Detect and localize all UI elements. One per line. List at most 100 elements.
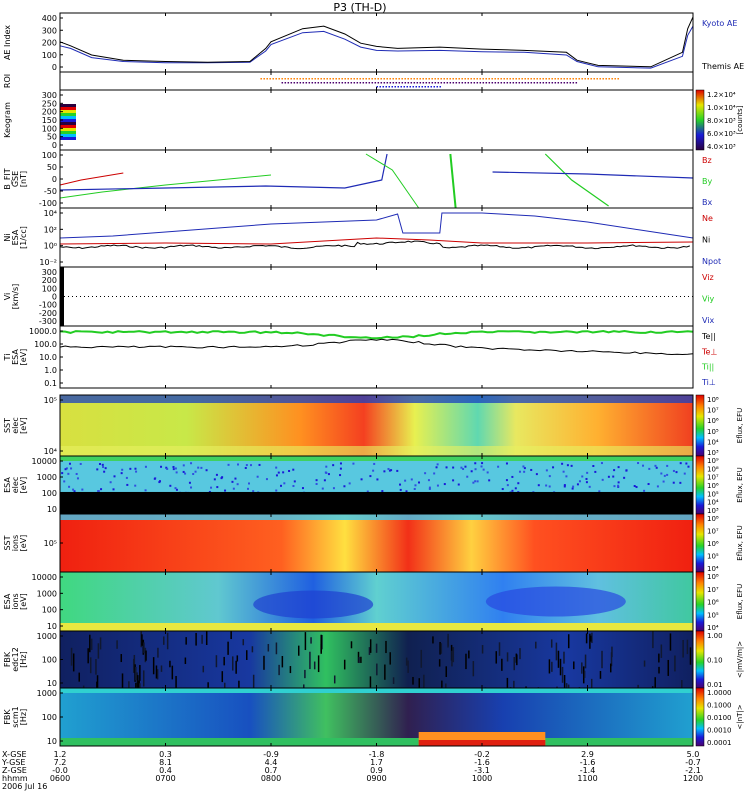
- esa-elec-speckle: [565, 475, 568, 478]
- fbk-edc-streak: [142, 670, 145, 687]
- roi-mark: [296, 78, 298, 80]
- roi-mark: [350, 78, 352, 80]
- x-tick-label: 0.9: [370, 766, 383, 775]
- sst-ions-spectrogram: [60, 514, 693, 572]
- y-axis-label: [eV]: [19, 417, 28, 434]
- y-tick-label: 1000: [37, 632, 57, 641]
- roi-mark: [424, 86, 426, 88]
- roi-mark: [509, 82, 512, 84]
- y-tick-label: 10⁵: [44, 396, 57, 405]
- esa-elec-speckle: [675, 471, 678, 474]
- x-tick-label: 0600: [50, 774, 70, 783]
- fbk-edc-streak: [601, 650, 603, 669]
- fbk-edc-streak: [420, 649, 423, 668]
- x-axis-row-label: hhmm: [2, 774, 28, 783]
- esa-elec-speckle: [607, 475, 610, 478]
- roi-mark: [470, 78, 472, 80]
- roi-mark: [335, 78, 337, 80]
- esa-elec-speckle: [570, 464, 573, 467]
- roi-mark: [338, 82, 341, 84]
- fbk-edc-streak: [550, 639, 553, 648]
- y-tick-label: 0: [52, 175, 57, 184]
- fbk-edc-streak: [652, 631, 654, 649]
- y-axis-label: [eV]: [19, 535, 28, 552]
- roi-mark: [515, 82, 518, 84]
- esa-elec-speckle: [275, 474, 278, 477]
- esa-elec-speckle: [685, 462, 688, 465]
- fbk-edc-streak: [405, 657, 408, 666]
- fbk-edc-streak: [452, 647, 455, 663]
- colorbar-tick-label: 4.0×10³: [707, 143, 736, 151]
- esa-elec-speckle: [339, 462, 342, 465]
- roi-mark: [371, 78, 373, 80]
- roi-mark: [386, 78, 388, 80]
- fbk-scm-spectrogram: [60, 688, 693, 746]
- roi-mark: [602, 78, 604, 80]
- esa-elec-speckle: [246, 487, 249, 490]
- x-tick-label: 8.1: [159, 758, 172, 767]
- esa-elec-speckle: [505, 462, 508, 465]
- fbk-edc-streak: [557, 650, 560, 668]
- fbk-edc-streak: [583, 670, 586, 678]
- esa-elec-speckle: [418, 481, 421, 484]
- roi-mark: [293, 82, 296, 84]
- y-tick-label: 150: [42, 116, 57, 125]
- fbk-edc-streak: [654, 677, 656, 693]
- roi-mark: [479, 78, 481, 80]
- roi-mark: [380, 82, 383, 84]
- esa-elec-speckle: [327, 473, 330, 476]
- ae-series-line: [59, 25, 694, 69]
- esa-elec-speckle: [67, 472, 70, 475]
- roi-mark: [305, 78, 307, 80]
- roi-mark: [394, 86, 396, 88]
- fbk-edc-streak: [686, 639, 689, 655]
- fbk-edc-streak: [506, 677, 509, 694]
- esa-elec-speckle: [373, 462, 376, 465]
- esa-elec-speckle: [535, 473, 538, 476]
- esa-elec-speckle: [396, 469, 399, 472]
- fbk-edc-streak: [175, 675, 177, 689]
- roi-mark: [427, 86, 429, 88]
- esa-elec-speckle: [101, 463, 104, 466]
- y-tick-label: 400: [42, 14, 57, 23]
- legend-entry: Viy: [702, 295, 715, 304]
- esa-elec-speckle: [81, 488, 84, 491]
- esa-elec-speckle: [663, 474, 666, 477]
- ae-series-line: [59, 16, 694, 68]
- esa-elec-speckle: [592, 464, 595, 467]
- y-tick-label: 100: [42, 124, 57, 133]
- npot-line: [59, 212, 694, 239]
- y-axis-label: SST: [3, 535, 12, 550]
- esa-elec-speckle: [376, 478, 379, 481]
- roi-mark: [413, 82, 416, 84]
- esa-elec-speckle: [277, 471, 280, 474]
- esa-elec-speckle: [234, 477, 237, 480]
- fbk-edc-streak: [78, 672, 80, 682]
- roi-mark: [563, 82, 566, 84]
- roi-mark: [397, 86, 399, 88]
- roi-mark: [548, 78, 550, 80]
- esa-elec-speckle: [200, 466, 203, 469]
- keogram-column: [60, 119, 76, 122]
- esa-elec-speckle: [399, 488, 402, 491]
- esa-elec-speckle: [481, 462, 484, 465]
- bx-line: [59, 153, 388, 191]
- fbk-edc-streak: [89, 634, 91, 653]
- by-line: [59, 174, 272, 199]
- roi-mark: [605, 78, 607, 80]
- esa-elec-speckle: [265, 478, 268, 481]
- colorbar-tick-label: 0.01: [707, 681, 723, 689]
- colorbar-tick-label: 10⁵: [707, 553, 719, 561]
- esa-elec-speckle: [197, 466, 200, 469]
- roi-mark: [368, 82, 371, 84]
- roi-mark: [512, 78, 514, 80]
- roi-mark: [391, 86, 393, 88]
- esa-elec-speckle: [72, 488, 75, 491]
- roi-mark: [494, 82, 497, 84]
- roi-mark: [584, 78, 586, 80]
- esa-elec-speckle: [506, 484, 509, 487]
- roi-mark: [533, 78, 535, 80]
- roi-mark: [353, 82, 356, 84]
- esa-elec-speckle: [175, 471, 178, 474]
- esa-elec-speckle: [576, 483, 579, 486]
